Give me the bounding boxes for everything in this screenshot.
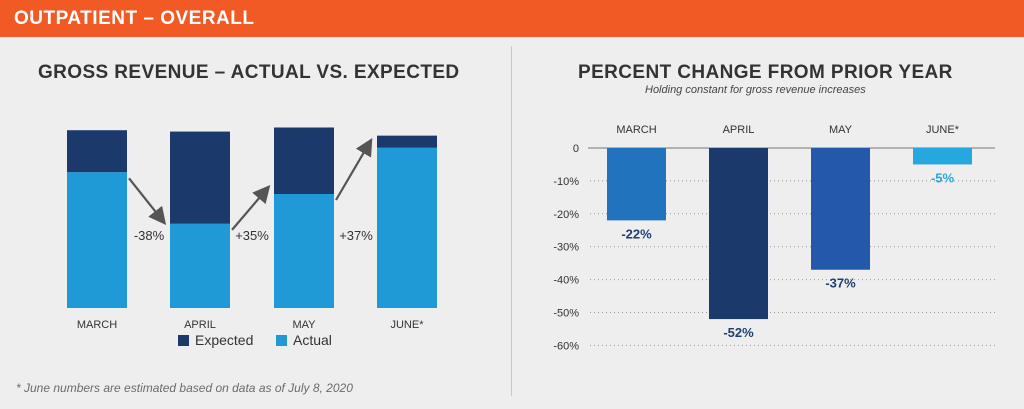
change-label: +35% xyxy=(235,228,269,243)
pct-data-label: -22% xyxy=(621,226,652,241)
page-title: OUTPATIENT – OVERALL xyxy=(14,8,255,29)
pct-bar-june xyxy=(913,148,972,165)
change-label: -38% xyxy=(134,228,165,243)
pct-bar-april xyxy=(709,148,768,320)
pct-x-tick-label: APRIL xyxy=(723,124,755,136)
y-tick-label: -30% xyxy=(553,242,579,254)
x-tick-label: APRIL xyxy=(184,319,216,331)
y-tick-label: 0 xyxy=(573,143,579,155)
pct-data-label: -37% xyxy=(825,276,856,291)
expected-bar-april xyxy=(170,131,230,224)
legend-label-expected: Expected xyxy=(195,332,253,348)
legend-label-actual: Actual xyxy=(293,332,332,348)
footnote: * June numbers are estimated based on da… xyxy=(16,381,353,395)
pct-data-label: -5% xyxy=(931,170,955,185)
pct-data-label: -52% xyxy=(723,325,754,340)
y-tick-label: -10% xyxy=(553,176,579,188)
expected-bar-may xyxy=(274,127,334,194)
y-tick-label: -60% xyxy=(553,340,579,352)
left-chart-title: GROSS REVENUE – ACTUAL VS. EXPECTED xyxy=(38,62,460,83)
pct-x-tick-label: JUNE* xyxy=(926,124,960,136)
change-arrow xyxy=(231,184,271,231)
actual-bar-june xyxy=(377,147,437,308)
panel-divider xyxy=(511,46,512,396)
actual-bar-march xyxy=(67,172,127,308)
change-arrow xyxy=(128,177,167,226)
pct-bar-march xyxy=(607,148,666,221)
x-tick-label: MAY xyxy=(292,319,316,331)
legend-swatch-expected xyxy=(178,335,189,346)
y-tick-label: -40% xyxy=(553,275,579,287)
change-arrow xyxy=(335,137,373,201)
pct-x-tick-label: MAY xyxy=(829,124,853,136)
expected-bar-june xyxy=(377,135,437,148)
x-tick-label: MARCH xyxy=(77,319,117,331)
right-chart-title: PERCENT CHANGE FROM PRIOR YEAR xyxy=(578,62,953,83)
header-bar: OUTPATIENT – OVERALL xyxy=(0,0,1024,37)
right-chart-subtitle: Holding constant for gross revenue incre… xyxy=(645,84,866,96)
actual-bar-may xyxy=(274,194,334,308)
y-tick-label: -20% xyxy=(553,209,579,221)
y-tick-label: -50% xyxy=(553,308,579,320)
actual-bar-april xyxy=(170,223,230,308)
pct-bar-may xyxy=(811,148,870,270)
x-tick-label: JUNE* xyxy=(390,319,424,331)
pct-x-tick-label: MARCH xyxy=(616,124,656,136)
expected-bar-march xyxy=(67,130,127,173)
change-label: +37% xyxy=(339,228,373,243)
legend-swatch-actual xyxy=(276,335,287,346)
